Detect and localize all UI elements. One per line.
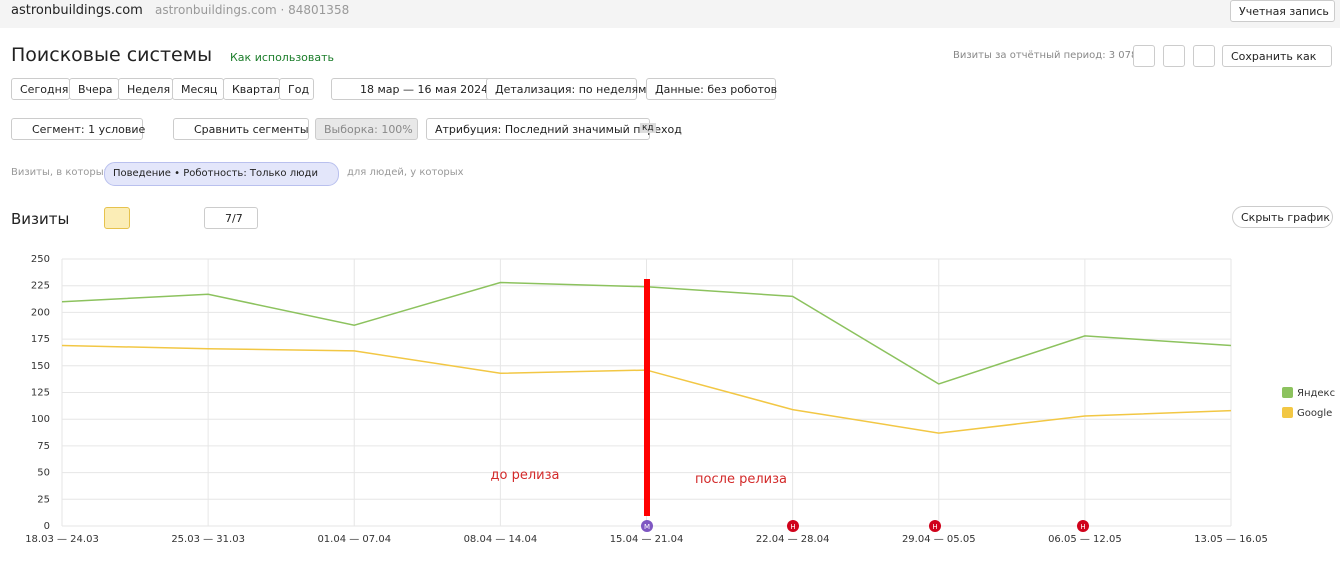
y-tick-label: 175 <box>31 334 50 345</box>
data-select[interactable]: Данные: без роботов <box>646 78 777 100</box>
event-marker <box>1077 520 1089 532</box>
top-bar <box>0 0 1340 28</box>
y-tick-label: 125 <box>31 388 50 399</box>
annotation: после релиза <box>695 472 787 487</box>
y-tick-label: 50 <box>37 468 50 479</box>
chart-title: Визиты <box>11 210 70 228</box>
event-label: Н <box>932 523 937 531</box>
report-title: Поисковые системы <box>11 44 213 66</box>
x-tick-label: 22.04 — 28.04 <box>756 534 830 545</box>
event-marker <box>641 520 653 532</box>
y-tick-label: 250 <box>31 254 50 265</box>
y-tick-label: 0 <box>44 521 50 532</box>
y-tick-label: 100 <box>31 414 50 425</box>
y-tick-label: 75 <box>37 441 50 452</box>
y-tick-label: 150 <box>31 361 50 372</box>
history-button[interactable] <box>1133 45 1155 67</box>
api-button[interactable] <box>1193 45 1215 67</box>
x-tick-label: 08.04 — 14.04 <box>464 534 538 545</box>
y-tick-label: 200 <box>31 307 50 318</box>
period-button[interactable]: Вчера <box>69 78 119 100</box>
detail-select[interactable]: Детализация: по неделям <box>486 78 646 100</box>
x-tick-label: 25.03 — 31.03 <box>171 534 245 545</box>
event-marker <box>929 520 941 532</box>
compare-button[interactable]: Сравнить сегменты <box>173 118 309 140</box>
date-range[interactable]: 18 мар — 16 мая 2024 <box>331 78 498 100</box>
annotation: до релиза <box>491 468 560 483</box>
visits-total: Визиты за отчётный период: 3 078 <box>953 50 1138 61</box>
legend-swatch <box>1282 387 1293 398</box>
legend-swatch <box>1282 407 1293 418</box>
event-marker <box>787 520 799 532</box>
legend-label: Google <box>1297 408 1332 419</box>
hide-chart[interactable]: Скрыть график <box>1232 206 1333 228</box>
counter: astronbuildings.com · 84801358 <box>155 3 350 17</box>
site-name[interactable]: astronbuildings.com <box>11 3 143 18</box>
legend-label: Яндекс <box>1297 388 1335 399</box>
y-tick-label: 25 <box>37 494 50 505</box>
x-tick-label: 06.05 — 12.05 <box>1048 534 1122 545</box>
condition-chip[interactable]: Поведение • Роботность: Только люди <box>104 162 339 186</box>
event-label: Н <box>1080 523 1085 531</box>
save-button[interactable]: Сохранить как <box>1222 45 1332 67</box>
line-chart-toggle[interactable] <box>104 207 130 229</box>
event-label: М <box>644 523 650 531</box>
help-link[interactable]: Как использовать <box>230 51 335 64</box>
attribution-button[interactable]: Атрибуция: Последний значимый переход <box>426 118 682 140</box>
period-button[interactable]: Неделя <box>118 78 173 100</box>
condition-prefix: Визиты, в которых <box>11 167 110 178</box>
y-tick-label: 225 <box>31 281 50 292</box>
x-tick-label: 29.04 — 05.05 <box>902 534 976 545</box>
x-tick-label: 01.04 — 07.04 <box>317 534 391 545</box>
series-count[interactable]: 7/7 <box>204 207 258 229</box>
period-button[interactable]: Год <box>279 78 314 100</box>
event-label: Н <box>790 523 795 531</box>
x-tick-label: 18.03 — 24.03 <box>25 534 99 545</box>
account[interactable]: Учетная запись <box>1230 0 1335 22</box>
period-button[interactable]: Квартал <box>223 78 280 100</box>
x-tick-label: 13.05 — 16.05 <box>1194 534 1268 545</box>
period-button[interactable]: Месяц <box>172 78 224 100</box>
export-button[interactable] <box>1163 45 1185 67</box>
sample-button[interactable]: Выборка: 100% <box>315 118 418 140</box>
attribution-tag: кд <box>640 123 656 133</box>
x-tick-label: 15.04 — 21.04 <box>610 534 684 545</box>
condition-suffix: для людей, у которых <box>347 167 464 178</box>
segment-button[interactable]: Сегмент: 1 условие <box>11 118 145 140</box>
